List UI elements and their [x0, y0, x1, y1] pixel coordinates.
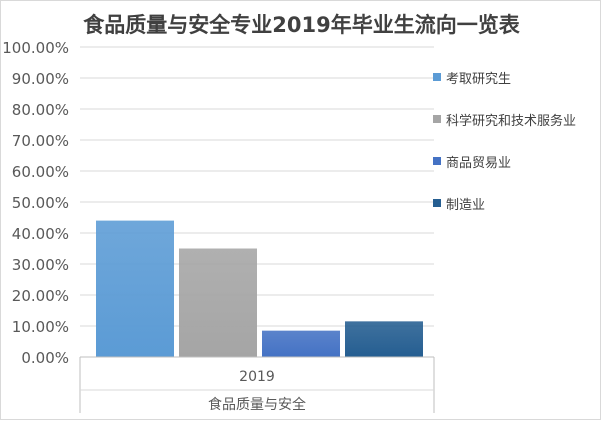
x-group-label: 食品质量与安全 [208, 396, 306, 413]
bar [179, 248, 257, 357]
chart-title: 食品质量与安全专业2019年毕业生流向一览表 [83, 13, 520, 37]
legend-label: 科学研究和技术服务业 [446, 113, 577, 129]
legend-item: 考取研究生 [433, 67, 511, 87]
x-tick-label: 2019 [239, 369, 275, 385]
legend-label: 考取研究生 [446, 71, 512, 87]
legend-item: 商品贸易业 [433, 151, 511, 171]
y-tick-label: 40.00% [12, 225, 69, 243]
legend-swatch [433, 73, 441, 81]
y-tick-label: 90.00% [12, 70, 69, 88]
y-tick-label: 70.00% [12, 132, 69, 150]
y-tick-label: 10.00% [12, 318, 69, 336]
bar [96, 220, 174, 357]
y-tick-label: 100.00% [2, 39, 69, 57]
y-tick-label: 0.00% [21, 349, 69, 367]
y-tick-label: 20.00% [12, 287, 69, 305]
legend-swatch [433, 157, 441, 165]
y-tick-label: 80.00% [12, 101, 69, 119]
legend-label: 商品贸易业 [446, 155, 512, 171]
y-tick-label: 60.00% [12, 163, 69, 181]
legend-item: 制造业 [433, 193, 485, 213]
bar [262, 330, 340, 357]
bar [345, 321, 423, 357]
y-tick-label: 50.00% [12, 194, 69, 212]
y-tick-label: 30.00% [12, 256, 69, 274]
legend-item: 科学研究和技术服务业 [433, 109, 576, 129]
legend-swatch [433, 115, 441, 123]
legend-swatch [433, 199, 441, 207]
legend-label: 制造业 [446, 197, 486, 213]
